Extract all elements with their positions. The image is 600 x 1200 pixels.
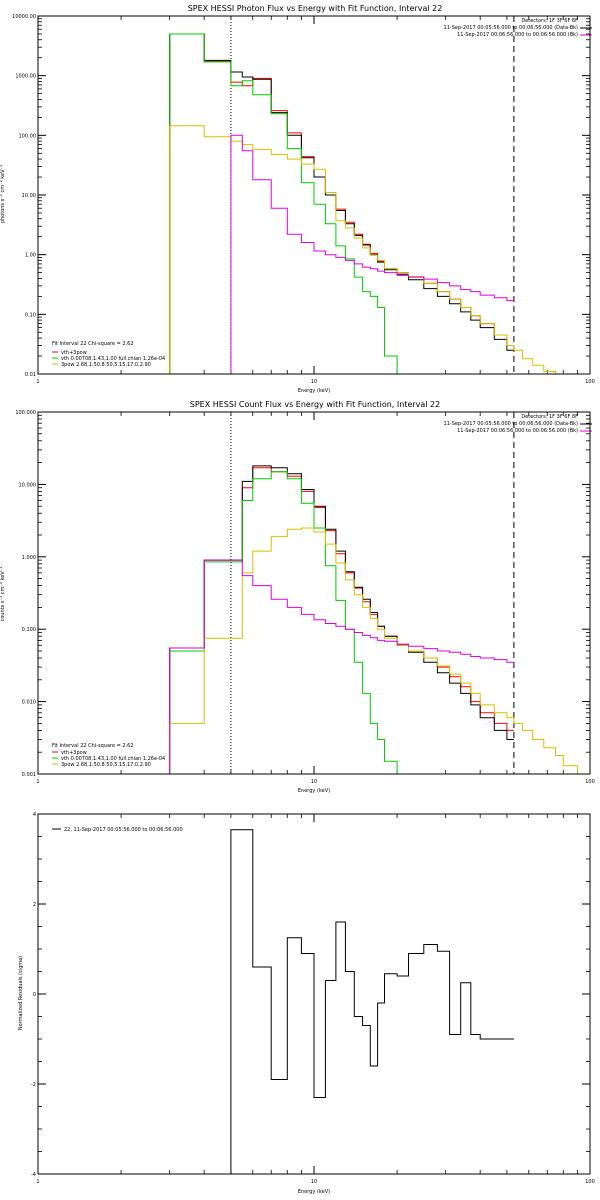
y-tick-label: 2 (33, 902, 36, 908)
y-axis-label: Normalized Residuals (sigma) (18, 956, 24, 1030)
y-tick-label: 0.001 (22, 772, 36, 778)
y-axis-label: photons s⁻¹ cm⁻² keV⁻¹ (0, 165, 6, 223)
series-line (169, 559, 514, 774)
y-tick-label: 0.01 (25, 372, 36, 378)
legend-line: Fit Interval 22 Chi-square = 2.62 (52, 341, 134, 347)
x-tick-label: 100 (585, 379, 595, 385)
header-line: Detectors: 1F 3F 6F 8F (521, 414, 578, 420)
x-tick-label: 1 (36, 1179, 39, 1185)
y-tick-label: 0.010 (22, 700, 36, 706)
series-line (230, 829, 514, 1174)
chart-title: SPEX HESSI Count Flux vs Energy with Fit… (190, 400, 441, 409)
y-tick-label: 0.10 (25, 312, 36, 318)
legend-line: 3pow 2.68,1.50,8.50,5.15,17.0,2.90 (61, 762, 151, 768)
chart-title: SPEX HESSI Photon Flux vs Energy with Fi… (188, 4, 443, 13)
x-tick-label: 10 (311, 379, 317, 385)
legend-line: 3pow 2.68,1.50,8.50,5.15,17.0,2.90 (61, 362, 151, 368)
series-line (169, 33, 514, 374)
plot-frame (37, 813, 591, 1175)
series-line (169, 527, 590, 775)
legend-line: vth 0.00708,1.43,1.00 full chian 1.26e-0… (61, 356, 165, 362)
count-flux-panel: SPEX HESSI Count Flux vs Energy with Fit… (0, 400, 595, 794)
y-tick-label: 10000.00 (12, 14, 36, 20)
axis-ticks: 1 10 100 -4 -2 0 2 4 (31, 812, 595, 1185)
header-info: Detectors: 1F 3F 6F 8F 11-Sep-2017 00:05… (444, 18, 592, 38)
y-tick-label: 10.00 (22, 193, 36, 199)
series-line (169, 465, 514, 774)
header-line: Detectors: 1F 3F 6F 8F (521, 18, 578, 24)
y-tick-label: 10.000 (19, 482, 37, 488)
x-axis-label: Energy (keV) (298, 1189, 330, 1195)
plot-frame (37, 15, 591, 375)
y-tick-label: 0.100 (22, 627, 36, 633)
y-tick-label: 0 (33, 992, 36, 998)
header-line: 11-Sep-2017 00:05:56.000 to 00:06:56.000… (444, 421, 579, 427)
x-tick-label: 10 (311, 779, 317, 785)
legend-line: vth 0.00708,1.43,1.00 full chian 1.26e-0… (61, 756, 165, 762)
y-tick-label: -2 (31, 1082, 36, 1088)
y-tick-label: 100.00 (19, 133, 37, 139)
plot-area (230, 829, 514, 1174)
header-line: 11-Sep-2017 00:06:56.000 to 00:06:56.000… (457, 428, 578, 434)
header-line: 11-Sep-2017 00:05:56.000 to 00:06:56.000… (444, 25, 579, 31)
y-tick-label: -4 (31, 1172, 36, 1178)
x-axis-label: Energy (keV) (298, 388, 330, 394)
y-tick-label: 1.000 (22, 555, 36, 561)
legend-line: 22, 11-Sep-2017 00:05:56.000 to 00:06:56… (64, 827, 183, 833)
header-info: Detectors: 1F 3F 6F 8F 11-Sep-2017 00:05… (444, 414, 592, 434)
x-tick-label: 100 (585, 779, 595, 785)
series-line (169, 33, 514, 375)
photon-flux-panel: SPEX HESSI Photon Flux vs Energy with Fi… (0, 4, 595, 394)
y-tick-label: 1000.00 (15, 74, 36, 80)
axis-ticks: 1 10 100 0.001 0.010 0.100 1.000 10.000 100.000 (15, 410, 594, 785)
x-axis-label: Energy (keV) (298, 788, 330, 794)
series-line (169, 471, 514, 775)
plot-area (169, 412, 590, 775)
series-line (169, 467, 514, 774)
x-tick-label: 100 (585, 1179, 595, 1185)
x-tick-label: 1 (36, 379, 39, 385)
x-tick-label: 1 (36, 779, 39, 785)
series-line (169, 33, 514, 374)
series-line (169, 125, 564, 375)
header-line: 11-Sep-2017 00:06:56.000 to 00:06:56.000… (457, 32, 578, 38)
series-line (230, 134, 514, 374)
y-tick-label: 100.000 (15, 410, 36, 416)
y-tick-label: 4 (33, 812, 36, 818)
plot-frame (37, 411, 591, 775)
residuals-panel: Normalized Residuals (sigma) Energy (keV… (18, 812, 595, 1195)
legend: 22, 11-Sep-2017 00:05:56.000 to 00:06:56… (52, 827, 183, 833)
axis-ticks: 1 10 100 0.01 0.10 1.00 10.00 100.00 1000.00 1000… (12, 14, 595, 385)
legend-line: vth+3pow (61, 350, 87, 356)
x-tick-label: 10 (311, 1179, 317, 1185)
y-axis-label: counts s⁻¹ cm⁻² keV⁻¹ (0, 567, 6, 622)
y-tick-label: 1.00 (25, 253, 36, 259)
legend-line: Fit Interval 22 Chi-square = 2.62 (52, 743, 134, 749)
legend-line: vth+3pow (61, 750, 87, 756)
plot-area (169, 16, 564, 375)
legend: Fit Interval 22 Chi-square = 2.62 vth+3p… (52, 743, 165, 768)
legend: Fit Interval 22 Chi-square = 2.62 vth+3p… (52, 341, 165, 368)
